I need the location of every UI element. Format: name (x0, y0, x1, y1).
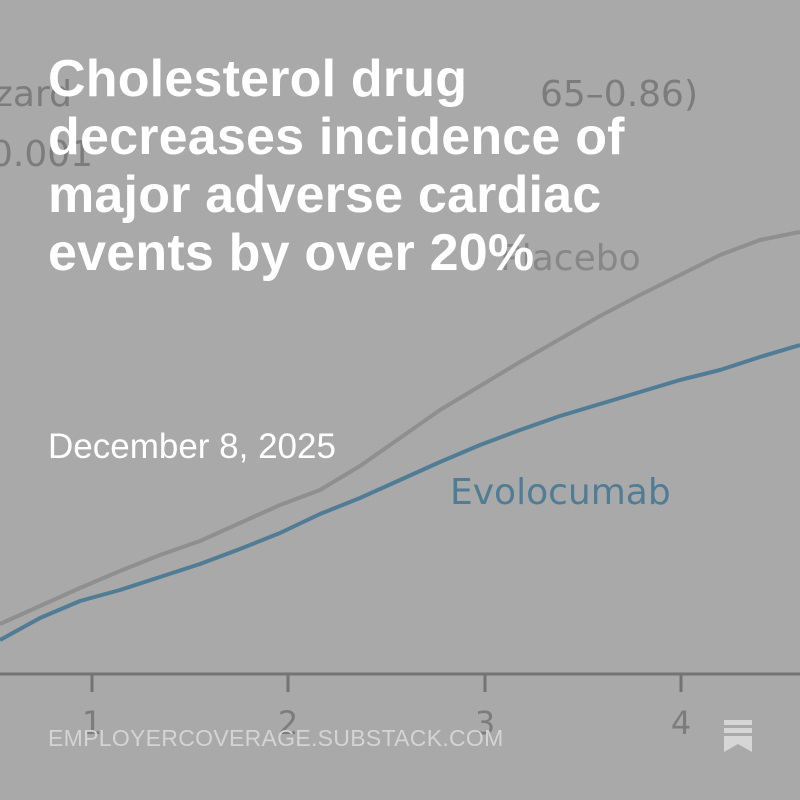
hazard-text-fragment: zard (0, 74, 72, 115)
placebo-label: Placebo (500, 238, 641, 279)
evolocumab-label: Evolocumab (450, 472, 671, 513)
x-tick-label: 1 (82, 704, 102, 742)
publication-domain-link[interactable]: EMPLOYERCOVERAGE.SUBSTACK.COM (48, 725, 504, 751)
placebo-curve (0, 230, 800, 626)
evolocumab-curve (0, 343, 800, 642)
x-tick-label: 3 (475, 704, 495, 742)
x-tick-label: 2 (278, 704, 298, 742)
x-tick-label: 4 (671, 704, 691, 742)
post-date: December 8, 2025 (48, 427, 336, 466)
bookmark-icon[interactable] (724, 720, 752, 752)
ci-text-fragment: 65–0.86) (540, 74, 698, 115)
post-headline[interactable]: Cholesterol drug decreases incidence of … (48, 50, 625, 282)
p-value-fragment: 0.001 (0, 134, 93, 175)
